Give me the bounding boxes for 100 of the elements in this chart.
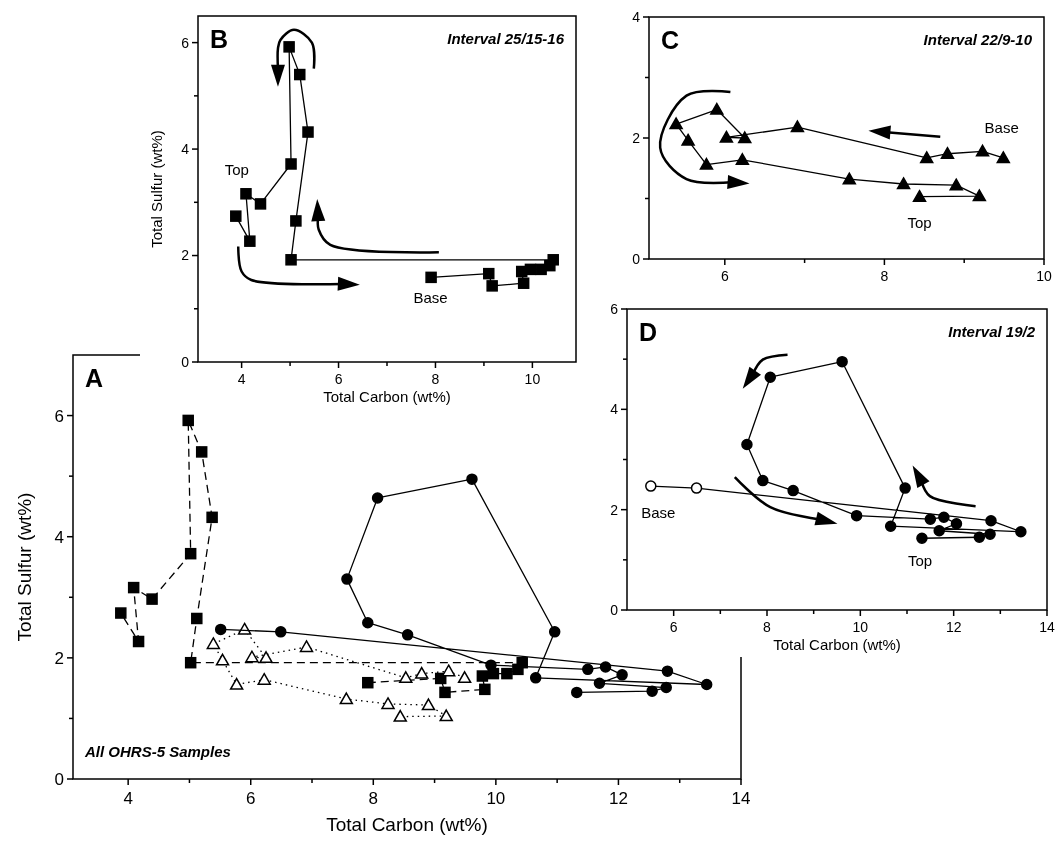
- point: [132, 635, 145, 648]
- x-tick-label: 10: [1036, 268, 1052, 284]
- point: [975, 144, 990, 157]
- chart-title: A: [85, 364, 104, 392]
- x-axis-title: Total Carbon (wt%): [773, 636, 901, 653]
- y-tick-label: 4: [632, 8, 641, 25]
- point: [690, 482, 703, 494]
- point: [381, 697, 395, 710]
- point: [985, 514, 997, 527]
- point: [240, 188, 252, 200]
- x-tick-label: 14: [731, 789, 751, 808]
- point: [912, 189, 927, 202]
- y-tick-label: 2: [610, 501, 619, 518]
- point: [700, 678, 713, 691]
- y-tick-label: 0: [610, 601, 619, 618]
- annotation: Top: [907, 551, 933, 569]
- point: [421, 698, 436, 711]
- point: [290, 215, 302, 227]
- point: [466, 473, 478, 485]
- point: [195, 446, 208, 458]
- point: [285, 254, 297, 266]
- point: [486, 280, 498, 292]
- point: [516, 656, 528, 669]
- point: [764, 371, 777, 383]
- text: Interval 19/2: [948, 323, 1036, 340]
- point: [285, 158, 297, 170]
- x-tick-label: 10: [486, 789, 506, 808]
- point: [984, 528, 996, 540]
- y-tick-label: 6: [610, 300, 619, 317]
- point: [1015, 525, 1027, 538]
- annotation: Base: [984, 119, 1019, 137]
- point: [681, 133, 695, 146]
- point: [191, 612, 203, 625]
- point: [842, 172, 857, 185]
- point: [950, 517, 963, 530]
- point: [850, 509, 863, 522]
- annotation: Top: [224, 161, 249, 179]
- point: [476, 670, 489, 682]
- y-tick-label: 0: [632, 250, 641, 267]
- y-tick-label: 4: [610, 401, 619, 418]
- point: [401, 629, 414, 641]
- point: [184, 547, 197, 560]
- point: [294, 68, 306, 81]
- point: [940, 146, 955, 159]
- point: [790, 120, 805, 133]
- y-axis-title: Total Sulfur (wt%): [14, 492, 35, 642]
- x-tick-label: 10: [852, 619, 869, 635]
- annotation: Base: [413, 289, 448, 307]
- point: [254, 198, 267, 210]
- x-tick-label: 4: [237, 371, 246, 387]
- x-tick-label: 14: [1039, 619, 1055, 635]
- point: [439, 709, 453, 722]
- point: [257, 672, 271, 685]
- chart-title: B: [210, 25, 229, 53]
- y-tick-label: 0: [54, 769, 64, 789]
- text: All OHRS-5 Samples: [84, 743, 231, 760]
- x-tick-label: 8: [763, 619, 772, 635]
- point: [661, 665, 674, 677]
- x-tick-label: 6: [334, 371, 343, 387]
- point: [899, 482, 911, 494]
- point: [949, 178, 963, 191]
- point: [884, 520, 897, 532]
- point: [479, 683, 491, 696]
- point: [485, 659, 497, 671]
- point: [439, 686, 451, 699]
- point: [836, 355, 848, 368]
- point: [182, 414, 194, 427]
- point: [146, 593, 158, 605]
- point: [127, 581, 140, 594]
- point: [393, 709, 408, 722]
- point: [719, 130, 734, 143]
- point: [972, 189, 987, 202]
- point: [115, 607, 127, 619]
- point: [362, 616, 374, 629]
- point: [699, 157, 714, 170]
- point: [517, 277, 530, 289]
- point: [896, 177, 911, 190]
- point: [299, 640, 314, 653]
- point: [425, 271, 437, 284]
- point: [341, 573, 353, 585]
- point: [710, 102, 724, 115]
- point: [646, 685, 658, 697]
- point: [275, 626, 287, 638]
- annotation: Top: [907, 214, 932, 232]
- point: [215, 653, 230, 666]
- point: [245, 650, 259, 663]
- point: [735, 153, 750, 166]
- x-tick-label: 8: [368, 789, 379, 808]
- point: [593, 677, 606, 690]
- point: [229, 677, 244, 690]
- point: [441, 664, 456, 677]
- x-tick-label: 8: [431, 371, 440, 387]
- point: [399, 671, 413, 684]
- point: [787, 484, 799, 497]
- point: [741, 438, 753, 451]
- y-tick-label: 6: [181, 34, 190, 51]
- chart-title: C: [661, 26, 680, 54]
- point: [283, 41, 295, 53]
- point: [457, 671, 472, 684]
- point: [414, 666, 429, 679]
